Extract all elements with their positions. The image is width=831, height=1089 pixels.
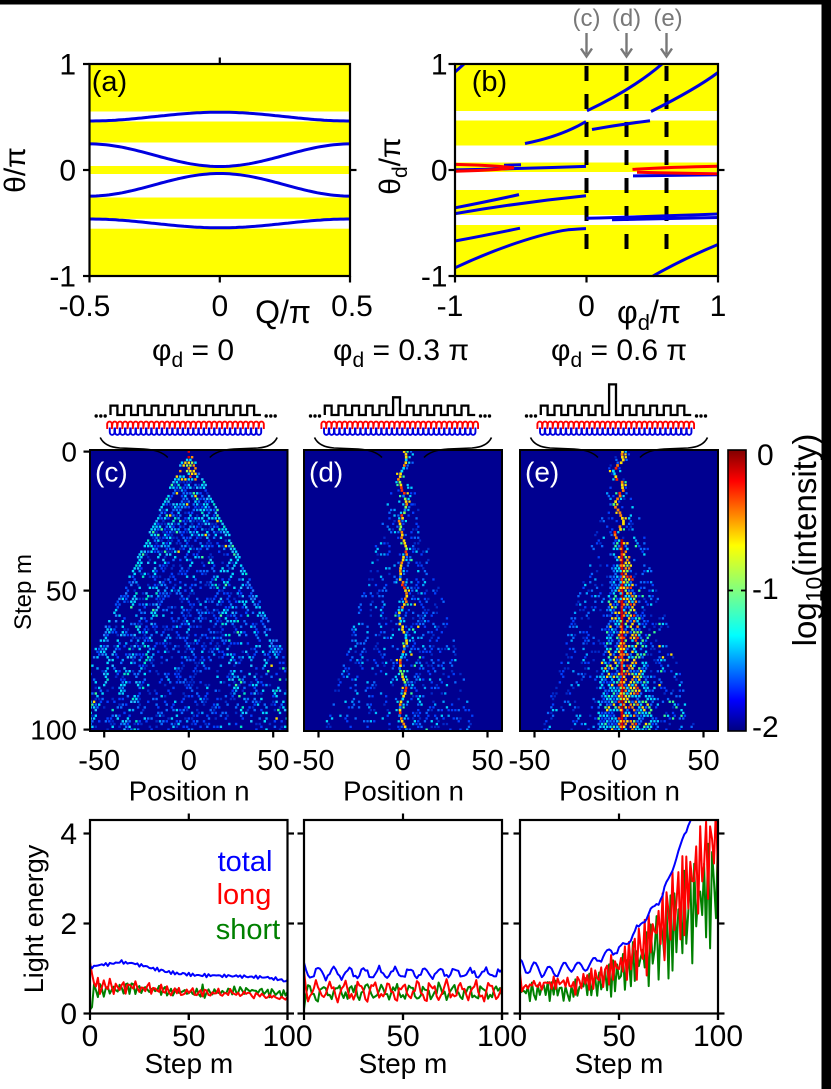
svg-text:(a): (a) bbox=[92, 66, 127, 98]
svg-text:Light energy: Light energy bbox=[19, 844, 49, 993]
svg-text:0: 0 bbox=[211, 290, 228, 323]
svg-text:-50: -50 bbox=[293, 745, 335, 777]
svg-text:-50: -50 bbox=[509, 745, 551, 777]
svg-text:long: long bbox=[217, 879, 272, 911]
svg-text:0: 0 bbox=[60, 998, 77, 1031]
svg-text:Step m: Step m bbox=[359, 1048, 448, 1079]
svg-text:-1: -1 bbox=[437, 290, 464, 323]
svg-text:50: 50 bbox=[257, 745, 289, 777]
svg-text:-1: -1 bbox=[49, 261, 76, 294]
svg-text:0.5: 0.5 bbox=[331, 290, 373, 323]
svg-text:-0.5: -0.5 bbox=[59, 290, 111, 323]
svg-text:0: 0 bbox=[181, 745, 197, 777]
svg-text:0: 0 bbox=[611, 745, 627, 777]
svg-text:4: 4 bbox=[60, 818, 77, 851]
svg-text:100: 100 bbox=[693, 1020, 743, 1053]
svg-text:0: 0 bbox=[61, 437, 77, 468]
svg-text:50: 50 bbox=[46, 576, 77, 607]
svg-text:Step m: Step m bbox=[575, 1048, 664, 1079]
svg-text:(b): (b) bbox=[472, 66, 507, 98]
svg-text:short: short bbox=[216, 914, 280, 946]
svg-text:0: 0 bbox=[59, 155, 76, 188]
svg-text:(c): (c) bbox=[95, 457, 128, 488]
svg-text:log10(intensity): log10(intensity) bbox=[786, 434, 827, 647]
svg-text:θ/π: θ/π bbox=[0, 147, 32, 193]
svg-text:Position n: Position n bbox=[559, 776, 680, 807]
svg-text:Position n: Position n bbox=[129, 776, 250, 807]
svg-text:total: total bbox=[218, 846, 273, 878]
svg-text:0: 0 bbox=[757, 439, 774, 472]
svg-text:50: 50 bbox=[687, 745, 719, 777]
svg-text:(e): (e) bbox=[653, 5, 682, 32]
svg-text:Step m: Step m bbox=[144, 1048, 233, 1079]
svg-text:(d): (d) bbox=[612, 5, 641, 32]
svg-text:Position n: Position n bbox=[343, 776, 464, 807]
svg-text:50: 50 bbox=[471, 745, 503, 777]
svg-text:2: 2 bbox=[60, 908, 77, 941]
svg-text:100: 100 bbox=[477, 1020, 527, 1053]
svg-text:0: 0 bbox=[431, 155, 448, 188]
svg-text:φd/π: φd/π bbox=[617, 294, 681, 335]
svg-text:100: 100 bbox=[30, 715, 77, 746]
svg-text:100: 100 bbox=[262, 1020, 312, 1053]
svg-text:θd/π: θd/π bbox=[374, 137, 412, 194]
svg-text:Q/π: Q/π bbox=[255, 294, 311, 330]
svg-text:(d): (d) bbox=[309, 457, 343, 488]
svg-text:1: 1 bbox=[710, 290, 727, 323]
svg-text:50: 50 bbox=[386, 1020, 419, 1053]
svg-text:0: 0 bbox=[578, 290, 595, 323]
svg-text:0: 0 bbox=[82, 1020, 99, 1053]
svg-text:φd = 0: φd = 0 bbox=[152, 334, 234, 372]
svg-text:1: 1 bbox=[431, 49, 448, 82]
svg-text:-1: -1 bbox=[421, 261, 448, 294]
svg-text:(e): (e) bbox=[525, 457, 559, 488]
svg-text:Step m: Step m bbox=[10, 554, 37, 630]
svg-text:1: 1 bbox=[59, 49, 76, 82]
svg-text:50: 50 bbox=[602, 1020, 635, 1053]
svg-text:φd = 0.3 π: φd = 0.3 π bbox=[333, 334, 469, 372]
svg-text:50: 50 bbox=[172, 1020, 205, 1053]
svg-text:-2: -2 bbox=[752, 711, 779, 744]
svg-text:0: 0 bbox=[395, 745, 411, 777]
svg-text:-1: -1 bbox=[752, 573, 779, 606]
svg-text:φd = 0.6 π: φd = 0.6 π bbox=[551, 334, 687, 372]
svg-text:-50: -50 bbox=[78, 745, 120, 777]
svg-text:(c): (c) bbox=[573, 5, 601, 32]
